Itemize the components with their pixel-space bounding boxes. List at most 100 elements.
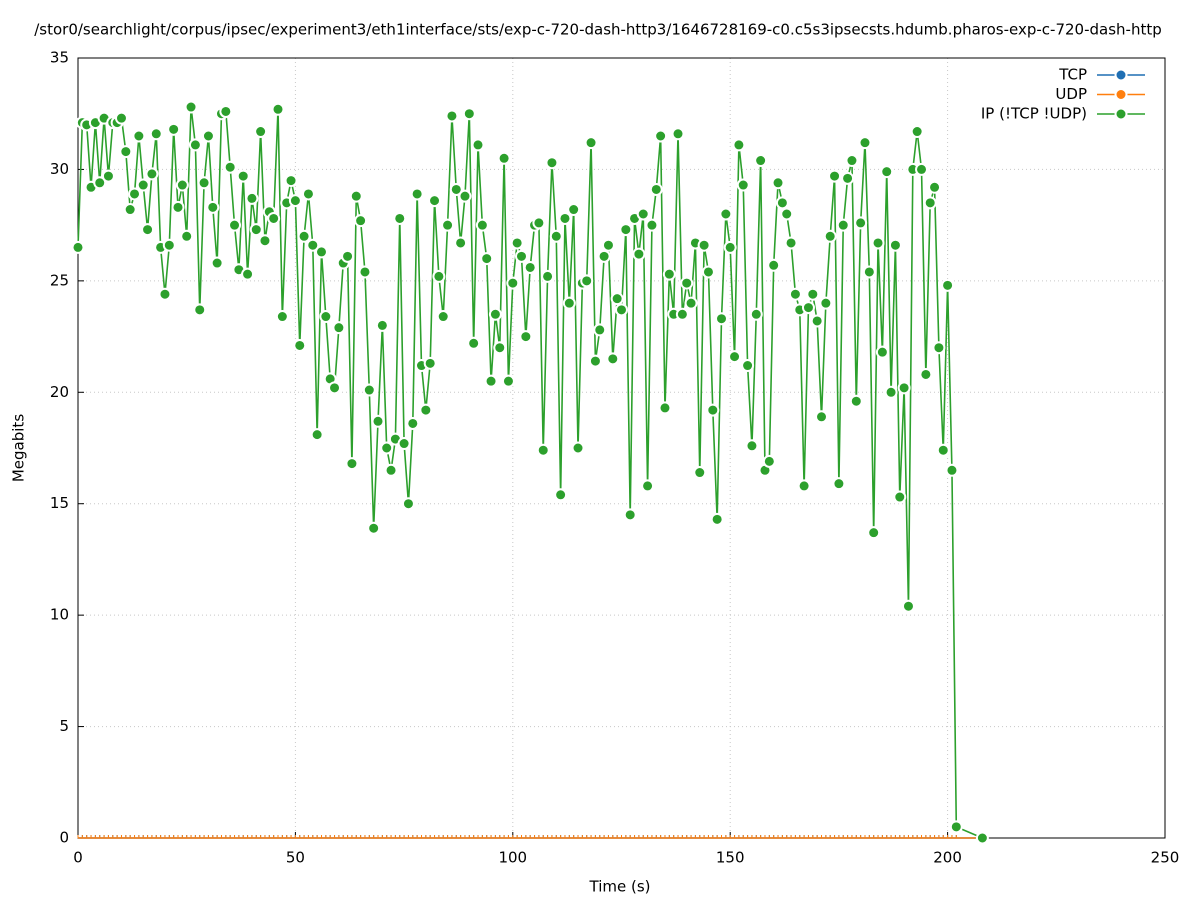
data-point xyxy=(645,218,659,232)
data-point xyxy=(119,145,133,159)
data-point xyxy=(836,218,850,232)
data-point xyxy=(732,138,746,152)
data-point xyxy=(710,512,724,526)
data-point xyxy=(188,138,202,152)
data-point xyxy=(175,178,189,192)
data-point xyxy=(328,381,342,395)
data-point xyxy=(180,229,194,243)
data-point xyxy=(845,154,859,168)
data-point xyxy=(319,310,333,324)
data-point xyxy=(293,338,307,352)
x-tick-label: 150 xyxy=(716,849,745,867)
data-point xyxy=(488,307,502,321)
data-point xyxy=(484,374,498,388)
data-point xyxy=(775,196,789,210)
data-point xyxy=(406,416,420,430)
data-point xyxy=(275,310,289,324)
data-point xyxy=(932,341,946,355)
data-point xyxy=(658,401,672,415)
data-point xyxy=(580,274,594,288)
data-point xyxy=(380,441,394,455)
data-point xyxy=(249,223,263,237)
data-point xyxy=(897,381,911,395)
data-point xyxy=(467,336,481,350)
data-point xyxy=(162,238,176,252)
data-point xyxy=(341,249,355,263)
data-point xyxy=(675,307,689,321)
data-point xyxy=(715,312,729,326)
data-point xyxy=(888,238,902,252)
data-point xyxy=(810,314,824,328)
data-point xyxy=(541,269,555,283)
data-point xyxy=(506,276,520,290)
data-point xyxy=(562,296,576,310)
data-point xyxy=(788,287,802,301)
data-point xyxy=(423,356,437,370)
data-point xyxy=(571,441,585,455)
data-point xyxy=(149,127,163,141)
data-point xyxy=(723,240,737,254)
data-point xyxy=(780,207,794,221)
data-point xyxy=(510,236,524,250)
data-point xyxy=(436,310,450,324)
data-point xyxy=(167,122,181,136)
data-point xyxy=(949,820,963,834)
data-point xyxy=(693,466,707,480)
data-point xyxy=(114,111,128,125)
data-point xyxy=(615,303,628,317)
data-point xyxy=(771,176,785,190)
chart-title: /stor0/searchlight/corpus/ipsec/experime… xyxy=(34,21,1162,39)
y-tick-label: 30 xyxy=(50,160,69,178)
data-point xyxy=(462,107,476,121)
x-tick-label: 50 xyxy=(286,849,305,867)
legend-marker xyxy=(1114,107,1128,121)
y-tick-label: 15 xyxy=(50,494,69,512)
y-tick-label: 35 xyxy=(50,49,69,67)
data-point xyxy=(854,216,868,230)
data-point xyxy=(410,187,424,201)
data-point xyxy=(619,223,633,237)
data-point xyxy=(371,414,385,428)
data-point xyxy=(654,129,668,143)
data-point xyxy=(193,303,207,317)
data-point xyxy=(314,245,328,259)
data-point xyxy=(867,526,881,540)
data-point xyxy=(745,439,759,453)
data-point xyxy=(601,238,615,252)
data-point xyxy=(284,174,298,188)
data-point xyxy=(680,276,694,290)
data-point xyxy=(419,403,433,417)
data-point xyxy=(610,292,624,306)
data-point xyxy=(919,367,933,381)
data-point xyxy=(519,330,533,344)
data-point xyxy=(754,154,768,168)
data-point xyxy=(362,383,376,397)
data-point xyxy=(401,497,415,511)
data-point xyxy=(123,203,137,217)
series xyxy=(77,835,983,839)
data-point xyxy=(332,321,346,335)
data-point xyxy=(915,162,929,176)
data-point xyxy=(558,211,572,225)
y-tick-label: 5 xyxy=(59,717,69,735)
data-point xyxy=(471,138,485,152)
data-point xyxy=(228,218,242,232)
data-point xyxy=(806,287,820,301)
data-point xyxy=(93,176,107,190)
data-point xyxy=(128,187,142,201)
x-tick-label: 250 xyxy=(1151,849,1180,867)
data-point xyxy=(245,191,259,205)
data-point xyxy=(219,104,233,118)
x-axis-label: Time (s) xyxy=(589,878,651,896)
data-point xyxy=(454,236,468,250)
data-point xyxy=(397,437,411,451)
data-point xyxy=(301,187,315,201)
data-point xyxy=(441,218,455,232)
data-point xyxy=(384,463,398,477)
data-point xyxy=(236,169,250,183)
data-point xyxy=(523,260,537,274)
data-point xyxy=(597,249,611,263)
data-point xyxy=(501,374,515,388)
data-point xyxy=(871,236,885,250)
data-point xyxy=(928,180,942,194)
